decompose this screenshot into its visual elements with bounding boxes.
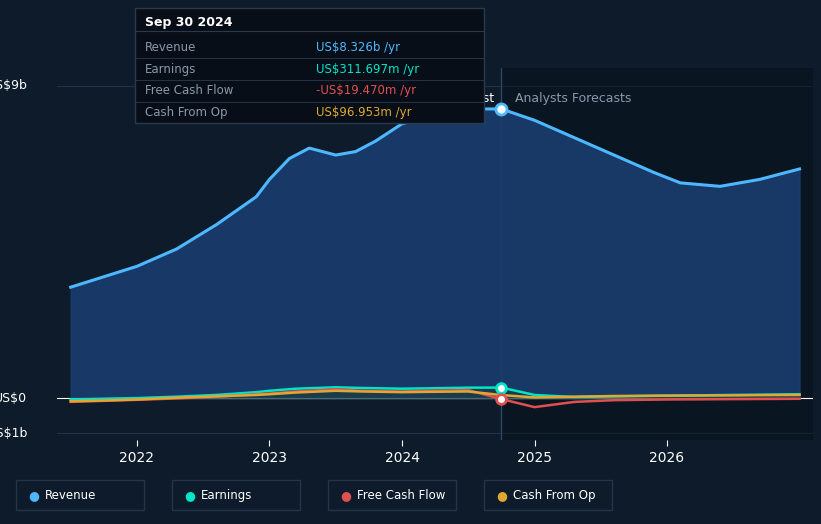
Text: US$311.697m /yr: US$311.697m /yr: [316, 62, 420, 75]
Text: US$8.326b /yr: US$8.326b /yr: [316, 41, 400, 54]
Text: Sep 30 2024: Sep 30 2024: [145, 16, 233, 29]
Text: US$96.953m /yr: US$96.953m /yr: [316, 106, 411, 119]
Text: Cash From Op: Cash From Op: [145, 106, 227, 119]
Text: Cash From Op: Cash From Op: [513, 489, 595, 501]
Text: US$9b: US$9b: [0, 79, 27, 92]
Text: -US$1b: -US$1b: [0, 427, 27, 440]
Text: Analysts Forecasts: Analysts Forecasts: [515, 92, 631, 105]
Text: ●: ●: [340, 489, 351, 501]
Text: Free Cash Flow: Free Cash Flow: [145, 84, 234, 97]
Text: Earnings: Earnings: [145, 62, 197, 75]
Text: Revenue: Revenue: [145, 41, 197, 54]
Text: ●: ●: [184, 489, 195, 501]
Text: -US$19.470m /yr: -US$19.470m /yr: [316, 84, 416, 97]
Text: Past: Past: [469, 92, 495, 105]
Text: Free Cash Flow: Free Cash Flow: [357, 489, 446, 501]
Text: Earnings: Earnings: [201, 489, 253, 501]
Text: US$0: US$0: [0, 392, 27, 405]
Text: ●: ●: [28, 489, 39, 501]
Text: Revenue: Revenue: [45, 489, 97, 501]
Bar: [502, 68, 813, 440]
Text: ●: ●: [496, 489, 507, 501]
